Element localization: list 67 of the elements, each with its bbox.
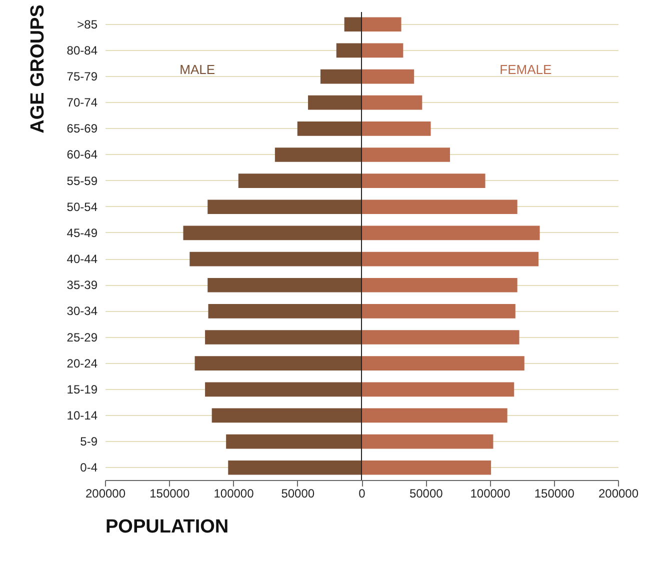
bar (362, 408, 508, 423)
bar (362, 17, 402, 32)
bar (362, 278, 518, 292)
bar (362, 460, 492, 475)
y-tick-label: 0-4 (80, 460, 98, 475)
bar (344, 17, 362, 32)
y-tick-label: 5-9 (80, 434, 98, 449)
y-tick-label: 80-84 (66, 43, 98, 58)
x-tick-label: 0 (358, 486, 366, 500)
y-tick-label: 60-64 (66, 148, 98, 162)
bar (362, 356, 524, 370)
bar (362, 122, 431, 136)
bar (208, 278, 362, 292)
x-axis-title: POPULATION (106, 516, 229, 538)
y-tick-label: 20-24 (66, 356, 98, 370)
y-tick-label: 15-19 (66, 382, 98, 396)
bar (362, 330, 520, 344)
bar (212, 408, 362, 423)
bar (362, 148, 450, 162)
bar (336, 43, 362, 58)
bar (308, 95, 362, 110)
y-tick-label: 30-34 (66, 304, 98, 318)
x-tick-label: 200000 (598, 486, 639, 500)
y-axis-title: AGE GROUPS (28, 4, 48, 134)
text: MALE (180, 62, 216, 77)
y-tick-label: 10-14 (66, 408, 98, 422)
bar (362, 382, 514, 397)
bar (362, 174, 486, 188)
x-tick-label: 50000 (281, 486, 315, 500)
bar (226, 434, 362, 449)
y-tick-label: 70-74 (66, 96, 98, 110)
bar (362, 43, 404, 58)
y-tick-label: 50-54 (66, 200, 98, 214)
bar (238, 174, 362, 188)
x-tick-label: 100000 (470, 486, 511, 500)
bar (228, 460, 362, 475)
bar (362, 69, 414, 84)
y-tick-label: 75-79 (66, 70, 98, 84)
bar (208, 304, 362, 318)
y-tick-label: 65-69 (66, 122, 98, 136)
bar (190, 252, 362, 266)
x-tick-label: 150000 (534, 486, 575, 500)
x-tick-label: 50000 (409, 486, 444, 500)
bar (320, 69, 362, 84)
bar (274, 148, 362, 162)
y-tick-label: 25-29 (66, 330, 98, 344)
bar (362, 304, 516, 318)
y-tick-label: 40-44 (66, 252, 98, 266)
bar (362, 95, 422, 110)
bar (362, 226, 540, 240)
bar (205, 330, 362, 344)
bar (362, 200, 518, 214)
x-tick-label: 150000 (150, 486, 190, 500)
y-tick-label: >85 (77, 17, 98, 32)
bar (362, 434, 494, 449)
x-tick-label: 100000 (214, 486, 254, 500)
bar (194, 356, 362, 370)
y-tick-label: 45-49 (66, 226, 98, 240)
text: FEMALE (500, 62, 552, 77)
bar (362, 252, 538, 266)
bar (183, 226, 362, 240)
y-tick-label: 35-39 (66, 278, 98, 292)
y-tick-label: 55-59 (66, 174, 98, 188)
bar (205, 382, 362, 397)
bar (208, 200, 362, 214)
bar (297, 122, 362, 136)
x-tick-label: 200000 (85, 486, 126, 500)
